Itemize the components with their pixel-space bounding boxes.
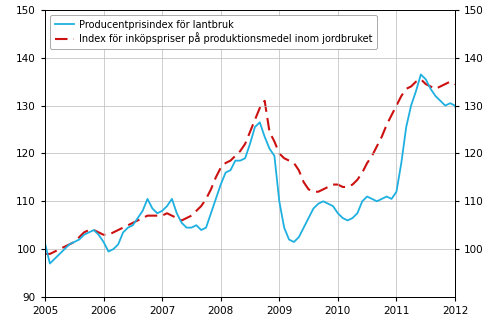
Producentprisindex för lantbruk xyxy=(47,262,53,266)
Index för inköpspriser på produktionsmedel inom jordbruket xyxy=(466,80,472,84)
Producentprisindex för lantbruk xyxy=(169,197,175,201)
Index för inköpspriser på produktionsmedel inom jordbruket xyxy=(159,214,165,218)
Legend: Producentprisindex för lantbruk, Index för inköpspriser på produktionsmedel inom: Producentprisindex för lantbruk, Index f… xyxy=(50,15,378,49)
Index för inköpspriser på produktionsmedel inom jordbruket xyxy=(52,249,58,253)
Producentprisindex för lantbruk xyxy=(257,120,263,124)
Line: Index för inköpspriser på produktionsmedel inom jordbruket: Index för inköpspriser på produktionsmed… xyxy=(45,79,470,254)
Producentprisindex för lantbruk xyxy=(164,204,170,208)
Producentprisindex för lantbruk xyxy=(42,242,48,246)
Index för inköpspriser på produktionsmedel inom jordbruket xyxy=(442,82,448,86)
Index för inköpspriser på produktionsmedel inom jordbruket xyxy=(252,118,258,122)
Producentprisindex för lantbruk xyxy=(56,252,62,256)
Line: Producentprisindex för lantbruk: Producentprisindex för lantbruk xyxy=(45,75,470,264)
Producentprisindex för lantbruk xyxy=(418,73,424,77)
Producentprisindex för lantbruk xyxy=(379,197,385,201)
Producentprisindex för lantbruk xyxy=(466,109,472,113)
Index för inköpspriser på produktionsmedel inom jordbruket xyxy=(42,252,48,256)
Producentprisindex för lantbruk xyxy=(296,235,302,239)
Index för inköpspriser på produktionsmedel inom jordbruket xyxy=(418,77,424,81)
Index för inköpspriser på produktionsmedel inom jordbruket xyxy=(164,211,170,215)
Index för inköpspriser på produktionsmedel inom jordbruket xyxy=(291,161,297,165)
